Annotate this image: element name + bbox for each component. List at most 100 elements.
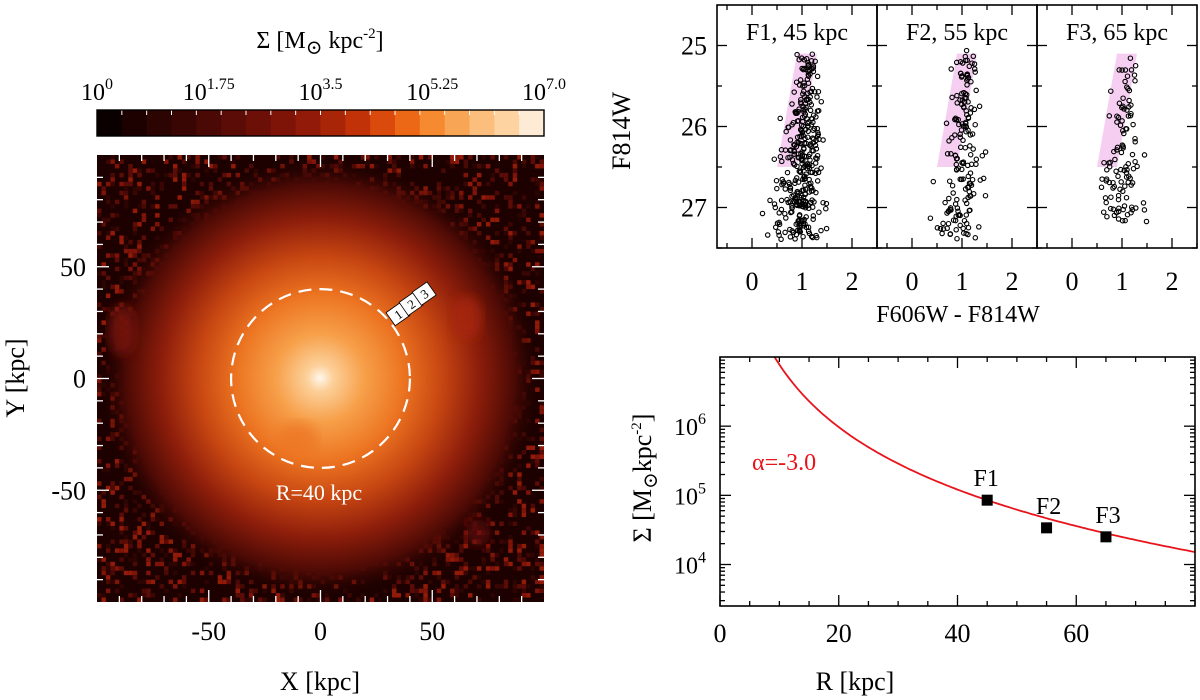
map-pixel <box>137 168 142 173</box>
cmd-star <box>797 133 803 140</box>
map-pixel <box>181 579 187 585</box>
map-pixel <box>485 579 491 585</box>
cmd-star <box>775 229 782 235</box>
map-pixel <box>535 530 540 535</box>
map-pixel <box>427 597 433 602</box>
cmd-star <box>800 187 807 193</box>
cmd-star <box>930 178 937 185</box>
map-pixel <box>119 494 124 500</box>
map-pixel <box>530 503 536 509</box>
profile-ytick-label: 106 <box>674 411 706 441</box>
cmd-star <box>982 149 989 155</box>
cmd-star <box>791 141 797 148</box>
cmd-star <box>794 51 800 58</box>
map-pixel <box>508 181 513 187</box>
map-pixel <box>280 593 285 598</box>
cmd-panel-2: F2, 55 kpc 0 1 2 <box>876 4 1038 296</box>
map-pixel <box>105 181 111 187</box>
cmd-star <box>808 180 814 186</box>
map-pixel <box>468 579 473 585</box>
map-pixel <box>517 584 522 589</box>
cmd-star <box>940 226 947 232</box>
cmd-star <box>969 131 976 137</box>
map-pixel <box>204 168 209 173</box>
map-pixel <box>459 195 464 200</box>
cmd-star <box>800 88 807 95</box>
map-pixel <box>512 159 518 164</box>
cmd-star <box>788 147 794 153</box>
map-pixel <box>128 248 133 254</box>
map-pixel <box>481 579 486 585</box>
map-pixel <box>172 570 178 576</box>
map-pixel <box>521 226 527 231</box>
colorbar-cell <box>146 110 173 136</box>
map-pixel <box>110 490 115 495</box>
map-pixel <box>141 521 147 527</box>
cmd-star <box>1111 183 1118 190</box>
cmd-star <box>963 47 970 54</box>
profile-xtick-label: 40 <box>945 619 971 648</box>
map-pixel <box>155 575 160 580</box>
map-pixel <box>262 597 267 602</box>
map-pixel <box>199 588 205 594</box>
map-pixel <box>123 526 129 531</box>
cmd-star <box>956 121 962 128</box>
cmd-star <box>798 127 804 133</box>
map-pixel <box>539 441 544 446</box>
cmd-star <box>1121 203 1128 209</box>
cmd-star <box>1120 95 1126 101</box>
cmd-star <box>973 156 980 163</box>
map-pixel <box>530 566 536 571</box>
map-pixel <box>119 530 124 535</box>
map-pixel <box>468 208 473 214</box>
cmd-star <box>1123 194 1130 201</box>
map-pixel <box>105 463 111 468</box>
map-pixel <box>476 597 482 602</box>
map-pixel <box>512 584 518 589</box>
map-pixel <box>508 543 513 549</box>
map-pixel <box>97 378 102 383</box>
map-pixel <box>97 458 102 464</box>
profile-ytick-label: 104 <box>674 550 706 580</box>
map-pixel <box>168 561 173 567</box>
map-pixel <box>485 163 491 169</box>
map-pixel <box>535 557 540 562</box>
map-pixel <box>240 597 245 602</box>
cmd-star <box>808 169 814 176</box>
cmd-star <box>948 151 954 157</box>
map-pixel <box>123 543 129 549</box>
cmd-star <box>943 120 950 127</box>
map-pixel <box>244 597 249 602</box>
map-pixel <box>535 248 540 254</box>
map-pixel <box>539 369 544 375</box>
map-pixel <box>535 181 540 187</box>
map-pixel <box>481 557 486 562</box>
cmd-star <box>793 79 800 85</box>
cmd-star <box>967 143 973 149</box>
cmd-star <box>801 109 807 115</box>
map-pixel <box>535 539 540 544</box>
cmd-star <box>801 140 808 147</box>
map-pixel <box>535 177 540 182</box>
map-pixel <box>164 539 169 544</box>
map-pixel <box>490 552 495 558</box>
map-pixel <box>128 239 133 245</box>
map-pixel <box>128 181 133 187</box>
map-pixel <box>521 195 527 200</box>
map-pixel <box>530 530 536 535</box>
colorbar-title: Σ [M⊙ kpc-2] <box>256 26 383 59</box>
map-pixel <box>517 548 522 553</box>
cmd-star <box>816 136 822 142</box>
map-pixel <box>146 521 151 527</box>
map-pixel <box>539 427 544 433</box>
map-pixel <box>490 539 495 544</box>
map-pixel <box>526 284 531 290</box>
map-pixel <box>213 168 218 173</box>
cmd-star <box>791 89 797 95</box>
map-pixel <box>114 226 120 231</box>
cmd-star <box>1119 118 1125 124</box>
map-pixel <box>324 597 330 602</box>
map-pixel <box>468 181 473 187</box>
map-pixel <box>97 181 102 187</box>
map-pixel <box>101 284 106 290</box>
